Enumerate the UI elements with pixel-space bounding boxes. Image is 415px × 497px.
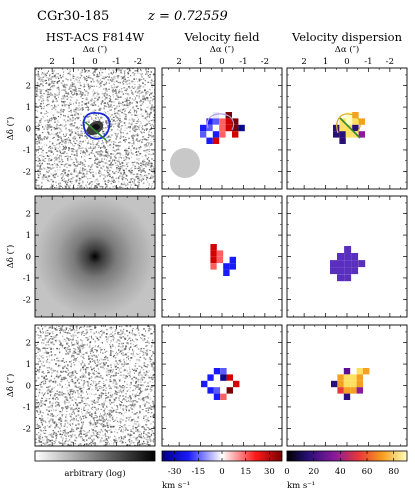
dispersion-overlay	[336, 113, 361, 139]
hst-galaxy-overlay	[82, 112, 111, 141]
colorbar-tick-label: 0	[284, 467, 289, 477]
y-tick-label: 1	[26, 103, 31, 113]
object-name: CGr30-185	[37, 9, 109, 24]
colorbar-tick-label: 30	[264, 467, 275, 477]
y-tick-label: -2	[23, 167, 31, 177]
colorbar-velocity-unit: km s⁻¹	[162, 481, 190, 491]
residual-noise-image	[35, 325, 155, 446]
x-tick-label: 0	[344, 57, 349, 67]
y-tick-label: 0	[26, 253, 31, 263]
colorbar-tick-label: 20	[308, 467, 319, 477]
colorbar-tick-label: -15	[191, 467, 205, 477]
x-tick-label: 0	[219, 57, 224, 67]
hst-noise-image	[35, 68, 155, 189]
y-tick-label: 2	[26, 339, 31, 349]
x-tick-label: -1	[239, 57, 247, 67]
y-tick-label: 0	[26, 382, 31, 392]
y-axis-label: Δδ (″)	[5, 374, 16, 398]
velocity-contour	[206, 113, 235, 131]
x-tick-label: 0	[92, 57, 97, 67]
colorbar-tick-label: 80	[388, 467, 399, 477]
x-tick-label: 2	[301, 57, 306, 67]
colorbar-dispersion	[287, 451, 407, 461]
x-tick-label: -2	[134, 57, 142, 67]
seeing-disc	[170, 148, 200, 178]
y-tick-label: -1	[23, 403, 31, 413]
colorbar-dispersion-unit: km s⁻¹	[287, 481, 315, 491]
blue-contour	[82, 112, 111, 140]
y-tick-label: 1	[26, 231, 31, 241]
y-tick-label: 0	[26, 125, 31, 135]
x-tick-label: -1	[112, 57, 120, 67]
y-axis-label: Δδ (″)	[5, 245, 16, 269]
axis-ticks: 2 1 0 -1 -2 2 1 0 -1 -2 2 1 0 -1 -2 2 1 0 -1 -2 Δδ (″) 2 1 0 -1 -…	[5, 57, 407, 446]
psf-model-image	[35, 196, 155, 317]
kinematic-axis	[84, 121, 107, 141]
colorbar-velocity	[162, 451, 282, 461]
colorbar-tick-label: 40	[335, 467, 346, 477]
x-axis-label-velocity: Δα (″)	[210, 44, 234, 55]
colorbar-tick-label: 0	[219, 467, 224, 477]
x-tick-label: 1	[323, 57, 328, 67]
x-tick-label: -2	[386, 57, 394, 67]
colorbar-tick-label: 60	[362, 467, 373, 477]
colorbar-flux-label: arbitrary (log)	[64, 468, 125, 479]
colorbar-tick-label: 15	[240, 467, 251, 477]
y-tick-label: -2	[23, 424, 31, 434]
x-axis-label-dispersion: Δα (″)	[335, 44, 359, 55]
x-axis-label-hst: Δα (″)	[83, 44, 107, 55]
y-tick-label: -1	[23, 146, 31, 156]
y-tick-label: -1	[23, 274, 31, 284]
colorbar-ticks: -30 -15 0 15 30 0 20 40 60 80	[168, 451, 399, 477]
y-tick-label: 2	[26, 82, 31, 92]
redshift-label: z = 0.72559	[147, 9, 228, 24]
colorbar-flux	[35, 451, 155, 461]
kinematic-maps	[200, 112, 370, 400]
column-title-dispersion: Velocity dispersion	[291, 30, 403, 44]
x-tick-label: 2	[176, 57, 181, 67]
x-tick-label: 1	[198, 57, 203, 67]
y-axis-label: Δδ (″)	[5, 117, 16, 141]
x-tick-label: 1	[71, 57, 76, 67]
colorbar-tick-label: -30	[168, 467, 182, 477]
y-tick-label: 2	[26, 210, 31, 220]
column-title-hst: HST-ACS F814W	[46, 30, 145, 44]
y-tick-label: -2	[23, 295, 31, 305]
x-tick-label: -1	[364, 57, 372, 67]
column-title-velocity: Velocity field	[183, 30, 260, 44]
y-tick-label: 1	[26, 360, 31, 370]
x-tick-label: 2	[49, 57, 54, 67]
x-tick-label: -2	[261, 57, 269, 67]
